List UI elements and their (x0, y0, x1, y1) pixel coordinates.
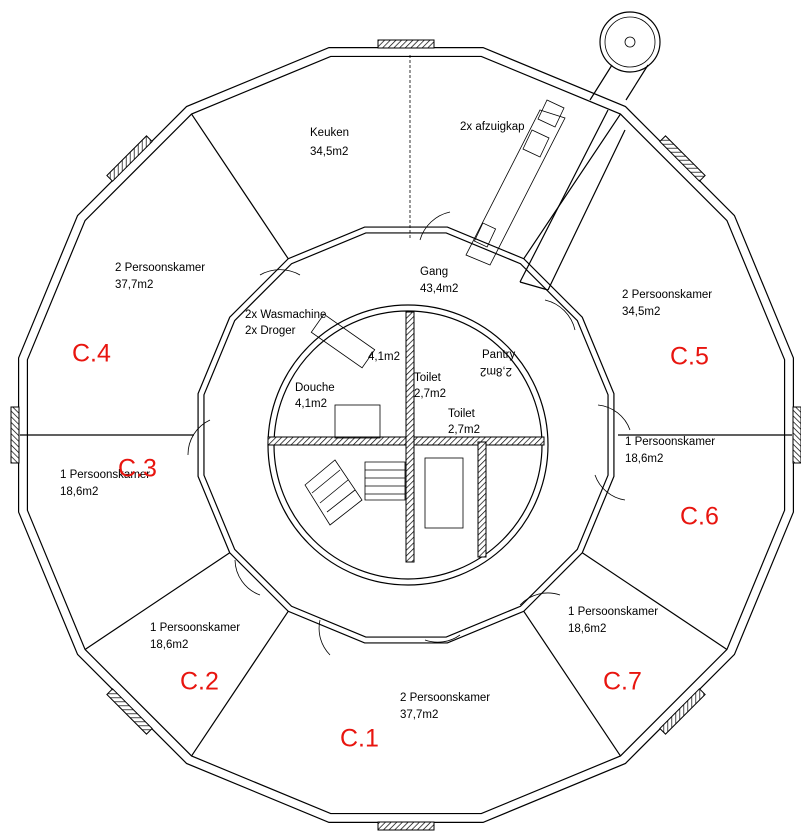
room-area: 43,4m2 (420, 283, 458, 295)
room-name: 1 Persoonskamer (568, 606, 658, 618)
fixture-label: 2x Wasmachine (245, 309, 326, 321)
room-area: 18,6m2 (60, 486, 98, 498)
spiral-stair-core (625, 37, 635, 47)
room-area: 37,7m2 (115, 279, 153, 291)
room-area: 18,6m2 (625, 453, 663, 465)
room-divider (524, 114, 621, 259)
room-area: 2,8m2 (480, 365, 512, 377)
room-area: 2,7m2 (448, 424, 480, 436)
room-name: Toilet (414, 372, 442, 384)
room-area: 37,7m2 (400, 709, 438, 721)
lift (425, 458, 463, 528)
room-name: Toilet (448, 408, 476, 420)
room-name: 2 Persoonskamer (115, 262, 205, 274)
room-area: 4,1m2 (368, 351, 400, 363)
body: {"rooms": [ {"name": "Keuken", "area": "… (0, 0, 801, 832)
interior-wall (478, 442, 486, 557)
room-area: 2,7m2 (414, 388, 446, 400)
window (378, 40, 434, 48)
window (378, 822, 434, 830)
room-name: Gang (420, 266, 448, 278)
room-code: C.3 (118, 455, 157, 483)
window (107, 689, 152, 734)
room-code: C.2 (180, 668, 219, 696)
room-code: C.1 (340, 725, 379, 753)
room-divider (85, 553, 230, 650)
hob (523, 100, 564, 157)
window (793, 407, 801, 463)
window (11, 407, 19, 463)
room-divider (192, 114, 289, 259)
floor-plan: Keuken 34,5m2 2x afzuigkap Gang 43,4m2 2… (0, 0, 801, 832)
page: body { margin: 0; background: #fff; font… (0, 0, 801, 832)
window (107, 136, 152, 181)
spiral-stair (600, 12, 660, 72)
room-name: 1 Persoonskamer (625, 436, 715, 448)
room-area: 34,5m2 (310, 146, 348, 158)
room-name: 2 Persoonskamer (400, 692, 490, 704)
room-code: C.6 (680, 503, 719, 531)
room-area: 34,5m2 (622, 306, 660, 318)
room-name: Keuken (310, 127, 349, 139)
room-name: Douche (295, 382, 335, 394)
room-area: 18,6m2 (568, 623, 606, 635)
stair (365, 462, 405, 500)
room-name: 1 Persoonskamer (150, 622, 240, 634)
sink (474, 223, 495, 247)
corridor-walls (520, 110, 625, 290)
room-code: C.5 (670, 343, 709, 371)
window (660, 136, 705, 181)
room-code: C.7 (603, 668, 642, 696)
kitchen-counter (466, 110, 565, 265)
room-code: C.4 (72, 340, 111, 368)
washing-machines (311, 314, 374, 368)
fixture-label: 2x afzuigkap (460, 121, 525, 133)
window (660, 689, 705, 734)
room-area: 18,6m2 (150, 639, 188, 651)
room-area: 4,1m2 (295, 398, 327, 410)
room-name: 2 Persoonskamer (622, 289, 712, 301)
spiral-stair-inner (605, 17, 655, 67)
fixture-label: 2x Droger (245, 325, 296, 337)
interior-wall (406, 312, 414, 562)
room-name: Pantry (482, 349, 515, 361)
stair (305, 460, 362, 525)
shower (335, 405, 380, 438)
